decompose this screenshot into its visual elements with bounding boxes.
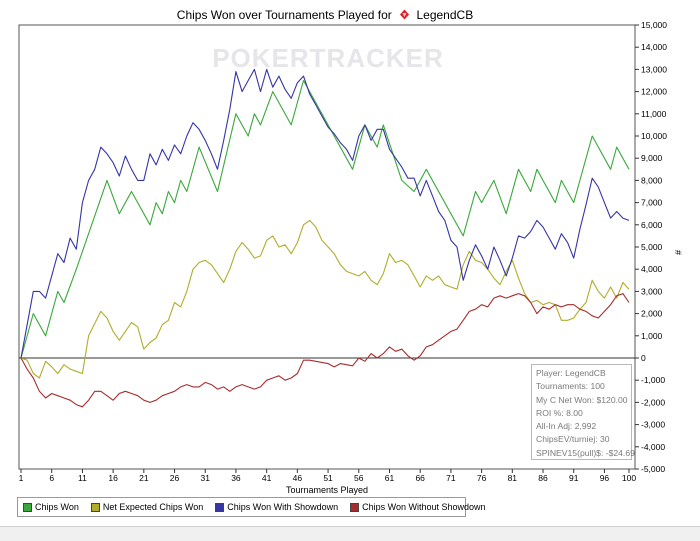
x-tick-label: 6 xyxy=(49,473,54,483)
legend-label: Chips Won With Showdown xyxy=(227,502,339,512)
x-tick-label: 51 xyxy=(323,473,333,483)
y-axis-label: # xyxy=(673,250,683,255)
x-tick-label: 11 xyxy=(78,473,87,483)
legend-item: Chips Won With Showdown xyxy=(215,502,338,512)
legend-label: Chips Won xyxy=(35,502,79,512)
y-tick-label: 6,000 xyxy=(641,220,663,230)
poker-site-icon xyxy=(400,9,410,20)
y-tick-label: 12,000 xyxy=(641,87,667,97)
tick-layer: -5,000 -4,000 -3,000 -2,000 -1,000 0 1,000 2,00… xyxy=(19,20,683,495)
chart-legend: Chips Won Net Expected Chips Won Chips Won… xyxy=(17,497,486,517)
legend-label: Net Expected Chips Won xyxy=(102,502,204,512)
legend-swatch xyxy=(215,502,225,512)
stat-player: Player: LegendCB xyxy=(536,368,606,378)
y-tick-label: 13,000 xyxy=(641,64,667,74)
stat-tournaments: Tournaments: 100 xyxy=(536,381,605,392)
x-tick-label: 91 xyxy=(569,473,579,483)
series-line-chips-won xyxy=(20,79,630,359)
y-tick-label: 1,000 xyxy=(641,331,663,341)
series-line-chips-won-without-showdown xyxy=(20,293,630,408)
x-tick-label: 36 xyxy=(231,473,241,483)
legend-swatch xyxy=(23,502,32,512)
x-axis-label: Tournaments Played xyxy=(286,485,368,495)
y-tick-label: 3,000 xyxy=(641,286,663,296)
x-tick-label: 61 xyxy=(385,473,395,483)
stat-spinev: SPINEV15(pull)$: -$24.69 xyxy=(536,447,635,458)
series-line-net-expected-chips-won xyxy=(20,219,630,379)
y-tick-label: 4,000 xyxy=(641,264,663,274)
window-bottom-bar xyxy=(0,526,700,541)
watermark-text: POKERTRACKER xyxy=(212,43,444,73)
x-tick-label: 71 xyxy=(446,473,456,483)
y-tick-label: -4,000 xyxy=(641,442,665,452)
x-tick-label: 1 xyxy=(19,473,24,483)
y-tick-label: -1,000 xyxy=(641,375,665,385)
legend-label: Chips Won Without Showdown xyxy=(362,502,486,512)
x-tick-label: 56 xyxy=(354,473,364,483)
x-tick-label: 86 xyxy=(538,473,548,483)
x-tick-label: 16 xyxy=(108,473,118,483)
stat-allin-adj: All-In Adj: 2,992 xyxy=(536,421,597,432)
y-tick-label: 11,000 xyxy=(641,109,667,119)
chart-title-text: Chips Won over Tournaments Played for xyxy=(176,8,392,22)
x-tick-label: 26 xyxy=(170,473,180,483)
series-layer xyxy=(20,68,630,408)
series-line-chips-won-with-showdown xyxy=(20,68,630,359)
stat-net-won: My C Net Won: $120.00 xyxy=(536,394,628,405)
y-tick-label: 14,000 xyxy=(641,42,667,52)
player-name: LegendCB xyxy=(416,8,474,22)
y-tick-label: -5,000 xyxy=(641,464,665,474)
legend-swatch xyxy=(90,502,100,512)
y-tick-label: 2,000 xyxy=(641,309,663,319)
x-tick-label: 76 xyxy=(477,473,487,483)
y-tick-label: -3,000 xyxy=(641,420,665,430)
stat-roi: ROI %: 8.00 xyxy=(536,407,583,418)
x-tick-label: 41 xyxy=(262,473,272,483)
stats-box: Player: LegendCB Tournaments: 100 My C N… xyxy=(531,364,635,460)
watermark-layer: POKERTRACKER xyxy=(212,43,444,73)
x-tick-label: 66 xyxy=(415,473,425,483)
y-tick-label: 7,000 xyxy=(641,198,663,208)
x-tick-label: 46 xyxy=(293,473,303,483)
y-tick-label: -2,000 xyxy=(641,397,665,407)
x-tick-label: 100 xyxy=(622,473,636,483)
y-tick-label: 9,000 xyxy=(641,153,663,163)
x-tick-label: 81 xyxy=(508,473,518,483)
legend-item: Chips Won xyxy=(23,502,79,512)
y-tick-label: 0 xyxy=(641,353,646,363)
chart-title: Chips Won over Tournaments Played for Le… xyxy=(0,8,650,22)
line-chart: POKERTRACKER -5,000 -4,000 -3,000 -2,000 -1,… xyxy=(18,20,683,495)
x-tick-label: 21 xyxy=(139,473,149,483)
x-tick-label: 96 xyxy=(600,473,610,483)
legend-swatch xyxy=(350,502,360,512)
y-tick-label: 15,000 xyxy=(641,20,667,30)
x-tick-label: 31 xyxy=(201,473,211,483)
legend-item: Net Expected Chips Won xyxy=(90,502,204,512)
y-tick-label: 5,000 xyxy=(641,242,663,252)
y-tick-label: 8,000 xyxy=(641,175,663,185)
stat-chips-ev: ChipsEV/turniej: 30 xyxy=(536,434,610,445)
legend-item: Chips Won Without Showdown xyxy=(350,502,486,512)
y-tick-label: 10,000 xyxy=(641,131,667,141)
